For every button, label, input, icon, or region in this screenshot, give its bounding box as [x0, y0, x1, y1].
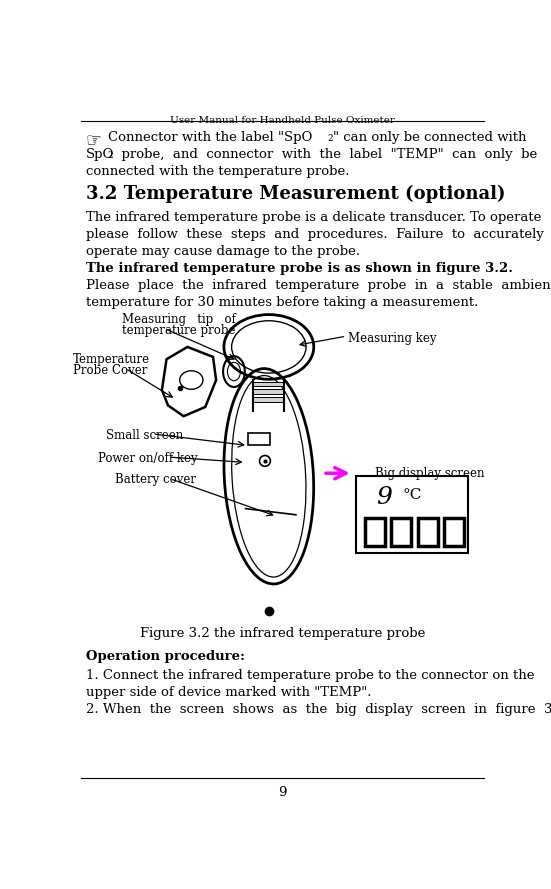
- Text: ☞: ☞: [86, 132, 102, 149]
- Text: 2: 2: [328, 134, 333, 143]
- Text: operate may cause damage to the probe.: operate may cause damage to the probe.: [86, 245, 360, 259]
- Text: Measuring   tip   of: Measuring tip of: [122, 313, 235, 326]
- Text: 1. Connect the infrared temperature probe to the connector on the: 1. Connect the infrared temperature prob…: [86, 669, 534, 682]
- Text: Figure 3.2 the infrared temperature probe: Figure 3.2 the infrared temperature prob…: [140, 628, 425, 640]
- Text: please  follow  these  steps  and  procedures.  Failure  to  accurately: please follow these steps and procedures…: [86, 228, 544, 241]
- Text: upper side of device marked with "TEMP".: upper side of device marked with "TEMP".: [86, 685, 371, 699]
- Text: temperature probe: temperature probe: [122, 324, 235, 337]
- Text: Probe Cover: Probe Cover: [73, 364, 147, 377]
- Text: Measuring key: Measuring key: [348, 332, 436, 345]
- Text: Connector with the label "SpO: Connector with the label "SpO: [107, 132, 312, 144]
- Text: connected with the temperature probe.: connected with the temperature probe.: [86, 165, 349, 178]
- Text: User Manual for Handheld Pulse Oximeter: User Manual for Handheld Pulse Oximeter: [170, 116, 395, 125]
- Text: Operation procedure:: Operation procedure:: [86, 650, 245, 662]
- Text: Small screen: Small screen: [106, 428, 183, 442]
- Text: Battery cover: Battery cover: [115, 473, 196, 486]
- Text: 2. When  the  screen  shows  as  the  big  display  screen  in  figure  3.2: 2. When the screen shows as the big disp…: [86, 702, 551, 716]
- Text: 3.2 Temperature Measurement (optional): 3.2 Temperature Measurement (optional): [86, 185, 505, 204]
- Bar: [253, 381, 284, 386]
- Text: °C: °C: [402, 488, 422, 501]
- Text: probe,  and  connector  with  the  label  "TEMP"  can  only  be: probe, and connector with the label "TEM…: [113, 148, 537, 161]
- Text: Temperature: Temperature: [73, 353, 150, 366]
- Text: Power on/off key: Power on/off key: [98, 452, 198, 465]
- Bar: [395, 524, 408, 540]
- Text: SpO: SpO: [86, 148, 114, 161]
- Text: temperature for 30 minutes before taking a measurement.: temperature for 30 minutes before taking…: [86, 296, 478, 309]
- Bar: [369, 524, 381, 540]
- Text: The infrared temperature probe is a delicate transducer. To operate: The infrared temperature probe is a deli…: [86, 212, 541, 224]
- Text: 9: 9: [376, 486, 392, 509]
- Bar: [422, 524, 434, 540]
- Text: Big display screen: Big display screen: [375, 467, 484, 480]
- Bar: [448, 524, 460, 540]
- Text: The infrared temperature probe is as shown in figure 3.2.: The infrared temperature probe is as sho…: [86, 262, 513, 276]
- Text: Please  place  the  infrared  temperature  probe  in  a  stable  ambient: Please place the infrared temperature pr…: [86, 279, 551, 292]
- Bar: [253, 389, 284, 394]
- Text: 2: 2: [107, 151, 114, 160]
- Bar: [253, 397, 284, 402]
- Text: " can only be connected with: " can only be connected with: [333, 132, 527, 144]
- Bar: [355, 477, 468, 553]
- Text: 9: 9: [278, 786, 287, 799]
